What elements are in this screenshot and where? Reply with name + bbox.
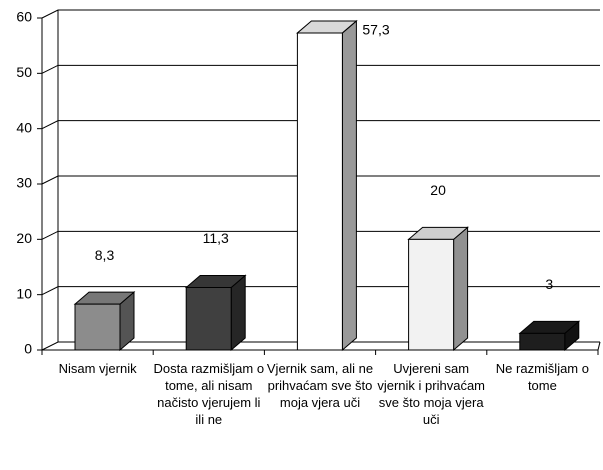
x-tick-label: Dosta razmišljam o tome, ali nisam načis… xyxy=(153,361,265,427)
bar xyxy=(407,226,469,352)
y-tick-label: 50 xyxy=(16,64,32,80)
value-label: 57,3 xyxy=(362,22,389,38)
x-tick-label: Uvjereni sam vjernik i prihvaćam sve što… xyxy=(377,361,486,427)
value-label: 8,3 xyxy=(95,247,115,263)
grid-line xyxy=(41,9,600,19)
bar-face xyxy=(408,238,455,351)
bar xyxy=(518,320,581,352)
y-tick-label: 60 xyxy=(16,9,32,25)
grid-line xyxy=(41,120,600,130)
bar xyxy=(296,19,358,352)
y-tick-label: 20 xyxy=(16,230,32,246)
value-label: 20 xyxy=(430,182,446,198)
y-tick-label: 40 xyxy=(16,119,32,135)
y-tick-label: 10 xyxy=(16,285,32,301)
grid-line xyxy=(41,175,600,185)
value-label: 11,3 xyxy=(203,230,229,246)
x-tick-label: Ne razmišljam o tome xyxy=(495,361,589,393)
bar-face xyxy=(519,332,566,351)
value-label: 3 xyxy=(545,276,553,292)
grid-line xyxy=(41,64,600,74)
floor-right-edge xyxy=(597,341,601,351)
bar-face xyxy=(453,226,469,352)
bar-face xyxy=(185,286,232,351)
y-tick-label: 0 xyxy=(24,341,32,357)
bar-face xyxy=(341,19,357,352)
bar-face xyxy=(296,32,343,351)
x-tick-label: Nisam vjernik xyxy=(58,361,137,376)
x-tick-label: Vjernik sam, ali ne prihvaćam sve što mo… xyxy=(266,361,374,410)
bar-face xyxy=(230,274,246,352)
bar xyxy=(184,274,247,352)
y-tick-label: 30 xyxy=(16,175,32,191)
bar-face xyxy=(74,303,121,351)
bar xyxy=(73,290,136,352)
